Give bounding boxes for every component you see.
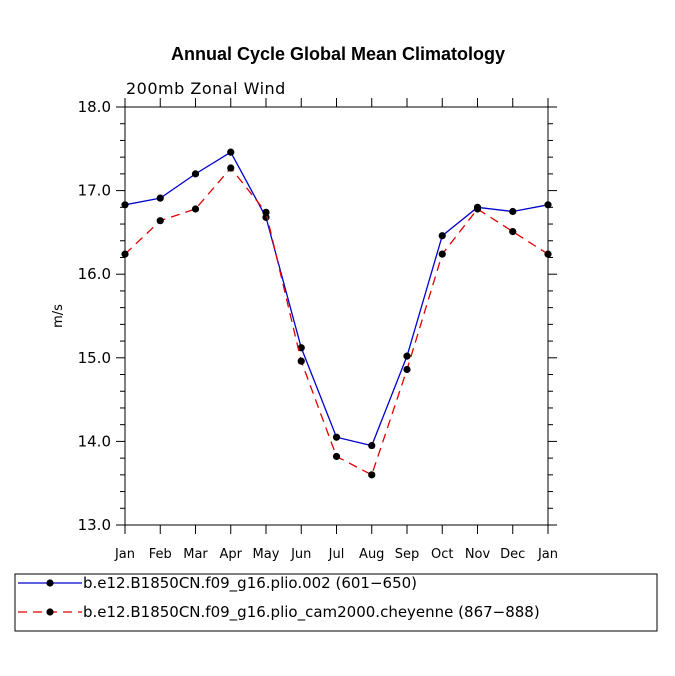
y-tick-label: 15.0 — [78, 349, 111, 367]
legend-label-2: b.e12.B1850CN.f09_g16.plio_cam2000.cheye… — [83, 603, 540, 622]
legend-marker-2 — [46, 608, 54, 616]
data-point-series-2 — [121, 250, 129, 258]
data-point-series-2 — [473, 205, 482, 213]
data-point-series-2 — [509, 227, 517, 236]
data-point-series-1 — [191, 170, 200, 178]
x-tick-label: Jan — [114, 547, 135, 562]
data-point-series-1 — [368, 441, 376, 450]
data-point-series-2 — [297, 357, 305, 365]
y-tick-label: 18.0 — [78, 98, 111, 116]
data-point-series-2 — [544, 250, 552, 258]
data-point-series-2 — [262, 208, 270, 216]
y-tick-label: 14.0 — [78, 432, 111, 450]
data-point-series-2 — [403, 365, 411, 374]
x-tick-label: Jul — [328, 547, 345, 562]
x-tick-label: Sep — [395, 547, 420, 562]
data-point-series-1 — [544, 201, 552, 209]
data-point-series-2 — [368, 471, 376, 479]
data-point-series-1 — [509, 207, 517, 216]
x-tick-label: May — [253, 547, 280, 562]
legend: b.e12.B1850CN.f09_g16.plio.002 (601−650)… — [18, 574, 540, 622]
y-tick-label: 17.0 — [78, 182, 111, 200]
data-point-series-1 — [156, 194, 164, 202]
data-point-series-1 — [297, 344, 305, 352]
legend-box — [14, 573, 658, 632]
x-tick-label: Nov — [465, 547, 491, 562]
series-line-2 — [124, 167, 549, 476]
data-point-series-2 — [438, 250, 446, 258]
series-layer — [121, 148, 552, 479]
x-tick-label: Aug — [359, 547, 384, 562]
x-tick-label: Jan — [537, 547, 558, 562]
series-line-1 — [124, 151, 549, 447]
x-tick-label: Oct — [431, 547, 453, 562]
x-tick-label: Jun — [290, 547, 311, 562]
y-tick-label: 13.0 — [78, 516, 111, 534]
axes: 13.0 14.0 15.0 16.0 17.0 18.0 Jan Feb Mar Apr May J… — [78, 98, 558, 562]
x-tick-label: Mar — [183, 547, 208, 562]
data-point-series-1 — [227, 148, 235, 156]
chart-subtitle: 200mb Zonal Wind — [126, 79, 286, 98]
data-point-series-1 — [121, 201, 129, 209]
x-tick-label: Apr — [220, 547, 243, 562]
data-point-series-1 — [438, 232, 446, 240]
legend-label-1: b.e12.B1850CN.f09_g16.plio.002 (601−650) — [83, 574, 417, 593]
chart-title: Annual Cycle Global Mean Climatology — [171, 44, 505, 64]
x-tick-label: Feb — [149, 547, 172, 562]
data-point-series-1 — [403, 352, 411, 360]
plot-frame — [124, 106, 549, 526]
data-point-series-2 — [227, 164, 235, 172]
legend-marker-1 — [46, 579, 54, 587]
data-point-series-1 — [332, 433, 341, 441]
data-point-series-2 — [332, 452, 341, 461]
y-axis-label: m/s — [51, 304, 66, 328]
y-tick-label: 16.0 — [78, 265, 111, 283]
data-point-series-2 — [191, 205, 200, 213]
data-point-series-2 — [156, 217, 164, 225]
x-tick-label: Dec — [500, 547, 525, 562]
